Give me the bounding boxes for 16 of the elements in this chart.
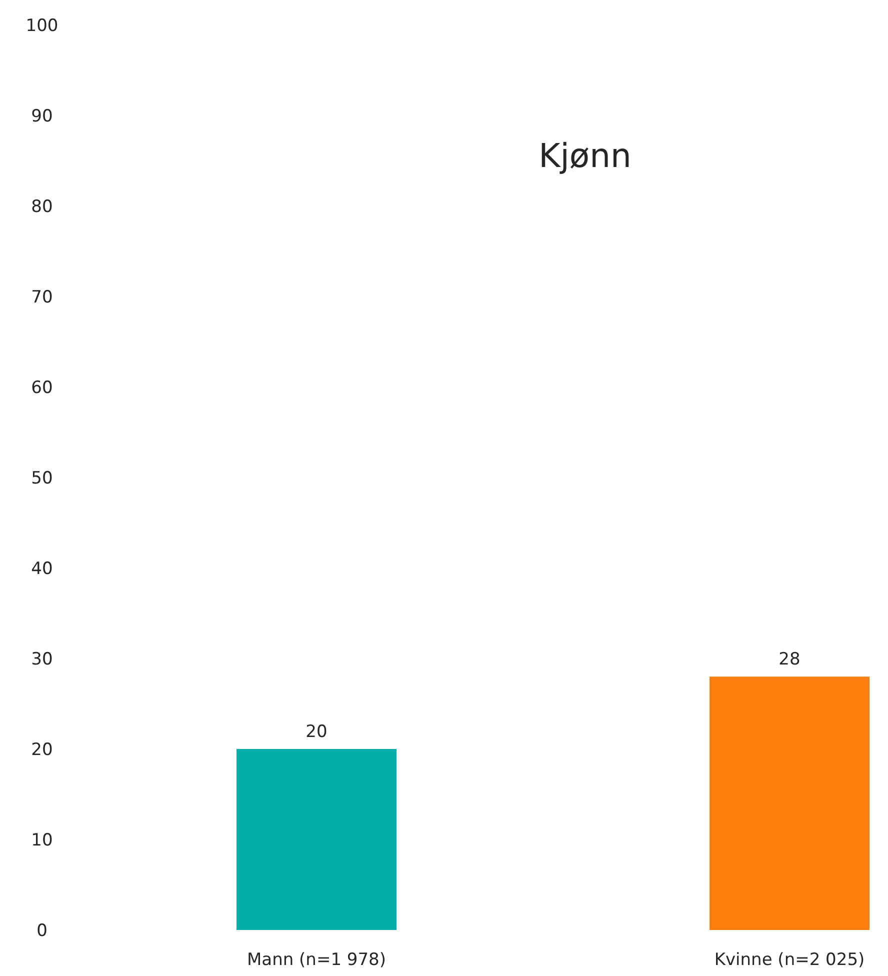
- y-tick-label: 80: [31, 196, 53, 217]
- x-tick-label: Mann (n=1 978): [247, 950, 386, 970]
- y-tick-label: 10: [31, 830, 53, 850]
- y-tick-label: 30: [31, 649, 53, 670]
- data-label: 28: [778, 650, 800, 670]
- y-tick-label: 100: [26, 16, 58, 36]
- data-label: 20: [306, 722, 328, 742]
- y-tick-label: 50: [31, 468, 53, 488]
- y-tick-label: 0: [36, 920, 48, 941]
- y-tick-label: 70: [31, 287, 53, 308]
- y-tick-label: 20: [31, 740, 53, 760]
- y-tick-label: 90: [31, 106, 53, 126]
- x-tick-label: Kvinne (n=2 025): [714, 950, 865, 970]
- text: Kjønn: [538, 136, 632, 175]
- y-tick-label: 60: [31, 378, 53, 398]
- y-tick-label: 40: [31, 558, 53, 579]
